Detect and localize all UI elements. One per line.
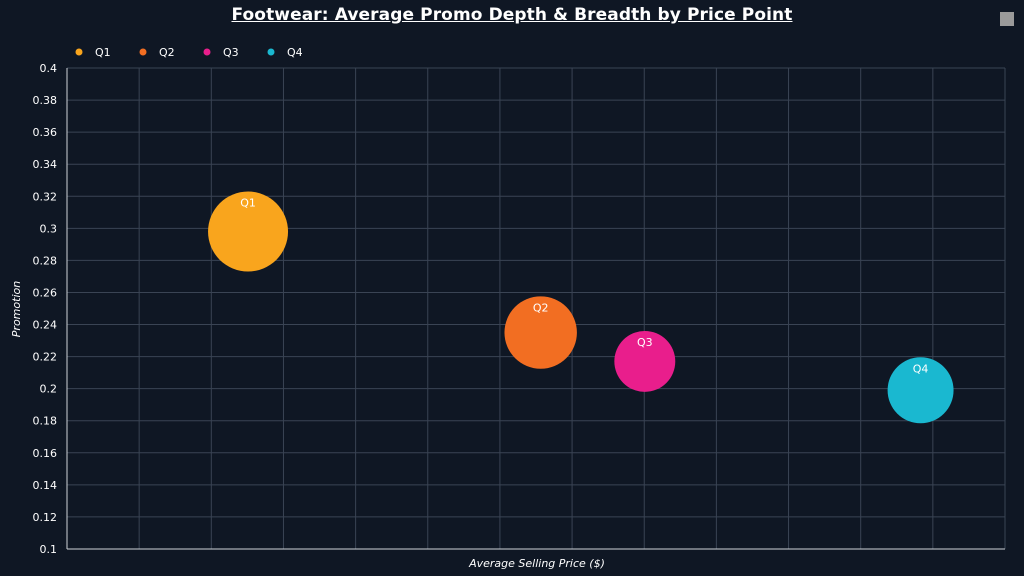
y-tick-label: 0.26: [33, 286, 58, 299]
y-tick-label: 0.2: [40, 383, 58, 396]
y-tick-labels: 0.1 0.12 0.14 0.16 0.18 0.2 0.22 0.24 0.26 0.28 0.…: [33, 62, 58, 556]
y-tick-label: 0.36: [33, 126, 58, 139]
legend-label: Q3: [223, 46, 239, 59]
y-axis-title: Promotion: [10, 281, 23, 337]
legend-item-q3[interactable]: Q3: [203, 46, 239, 59]
legend-dot-icon: [267, 48, 275, 56]
y-tick-label: 0.22: [33, 351, 58, 364]
bubble-q3[interactable]: [614, 330, 676, 392]
bubble-q4[interactable]: [887, 357, 954, 424]
x-axis-title: Average Selling Price ($): [468, 557, 605, 570]
chart-title: Footwear: Average Promo Depth & Breadth …: [231, 5, 793, 25]
y-tick-label: 0.14: [33, 479, 58, 492]
y-tick-label: 0.16: [33, 447, 58, 460]
legend-label: Q4: [287, 46, 303, 59]
y-tick-label: 0.28: [33, 254, 58, 267]
bubble-label-q1: Q1: [240, 197, 256, 210]
bubble-label-q3: Q3: [637, 336, 653, 349]
legend-label: Q1: [95, 46, 111, 59]
y-tick-label: 0.24: [33, 319, 58, 332]
bubble-label-q4: Q4: [913, 362, 929, 375]
y-tick-label: 0.34: [33, 158, 58, 171]
y-tick-label: 0.4: [40, 62, 58, 75]
legend-dot-icon: [203, 48, 211, 56]
bubble-label-q2: Q2: [533, 301, 549, 314]
y-tick-label: 0.3: [40, 222, 58, 235]
bubble-q2[interactable]: [504, 296, 577, 369]
menu-square-icon[interactable]: [1000, 12, 1014, 26]
legend-item-q2[interactable]: Q2: [139, 46, 175, 59]
legend-label: Q2: [159, 46, 175, 59]
y-tick-label: 0.1: [40, 543, 58, 556]
legend-dot-icon: [139, 48, 147, 56]
bubble-q1[interactable]: [208, 191, 289, 272]
y-tick-label: 0.38: [33, 94, 58, 107]
legend-item-q1[interactable]: Q1: [75, 46, 111, 59]
legend-dot-icon: [75, 48, 83, 56]
legend-item-q4[interactable]: Q4: [267, 46, 303, 59]
y-tick-label: 0.32: [33, 190, 58, 203]
y-tick-label: 0.18: [33, 415, 58, 428]
axes: [66, 68, 1005, 550]
y-tick-label: 0.12: [33, 511, 58, 524]
bubbles: Q1 Q2 Q3 Q4: [208, 191, 954, 424]
legend: Q1 Q2 Q3 Q4: [75, 46, 303, 59]
